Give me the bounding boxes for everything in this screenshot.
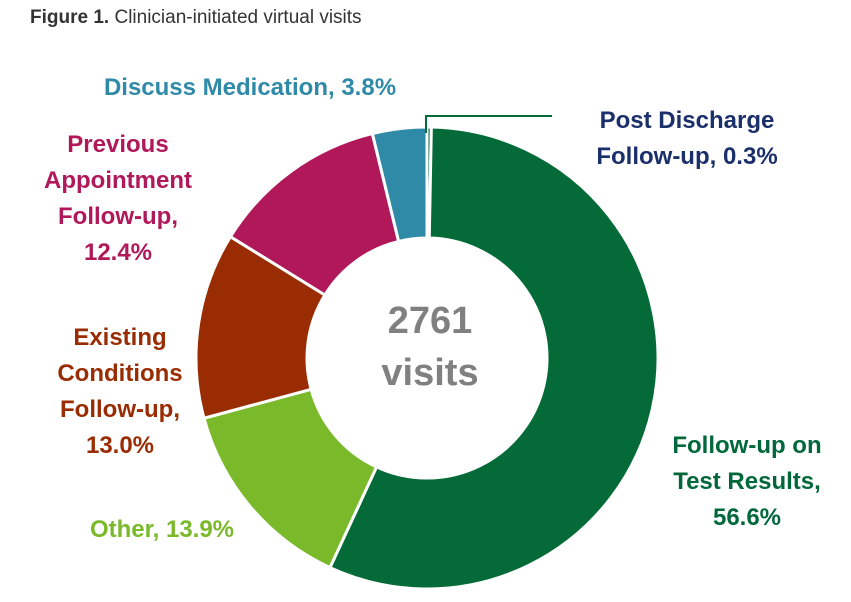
leader-line-post-discharge: [425, 115, 552, 133]
label-line: Test Results,: [673, 468, 821, 495]
label-other: Other, 13.9%: [90, 516, 234, 543]
label-line: Other, 13.9%: [90, 516, 234, 543]
label-line: Existing: [73, 324, 166, 351]
label-existing-conditions-follow-up: Existing Conditions Follow-up, 13.0%: [57, 324, 182, 459]
label-line: 12.4%: [84, 239, 152, 266]
leader-lines: [425, 115, 552, 133]
label-line: Follow-up, 0.3%: [596, 143, 777, 170]
center-unit-label: visits: [381, 352, 478, 394]
label-line: 56.6%: [713, 504, 781, 531]
slice-discuss-medication: [370, 125, 429, 244]
label-previous-appointment-follow-up: Previous Appointment Follow-up, 12.4%: [44, 131, 192, 266]
label-line: Discuss Medication, 3.8%: [104, 74, 396, 101]
figure-caption-label: Figure 1.: [30, 7, 110, 28]
slice-follow-up-on-test-results: [327, 125, 660, 591]
center-total-label: 2761: [388, 300, 473, 342]
label-line: Follow-up on: [672, 432, 821, 459]
donut-slices: [194, 125, 660, 591]
label-line: Appointment: [44, 167, 192, 194]
label-line: Conditions: [57, 360, 182, 387]
label-line: Post Discharge: [600, 107, 775, 134]
label-follow-up-on-test-results: Follow-up on Test Results, 56.6%: [672, 432, 821, 531]
label-post-discharge-follow-up: Post Discharge Follow-up, 0.3%: [596, 107, 777, 170]
label-line: Follow-up,: [60, 396, 180, 423]
label-line: Follow-up,: [58, 203, 178, 230]
label-line: Previous: [67, 131, 168, 158]
figure-caption-text: Clinician-initiated virtual visits: [114, 7, 362, 28]
slice-labels: Post Discharge Follow-up, 0.3% Follow-up o…: [44, 74, 822, 543]
label-discuss-medication: Discuss Medication, 3.8%: [104, 74, 396, 101]
label-line: 13.0%: [86, 432, 154, 459]
figure-caption: Figure 1. Clinician-initiated virtual vi…: [30, 7, 362, 29]
